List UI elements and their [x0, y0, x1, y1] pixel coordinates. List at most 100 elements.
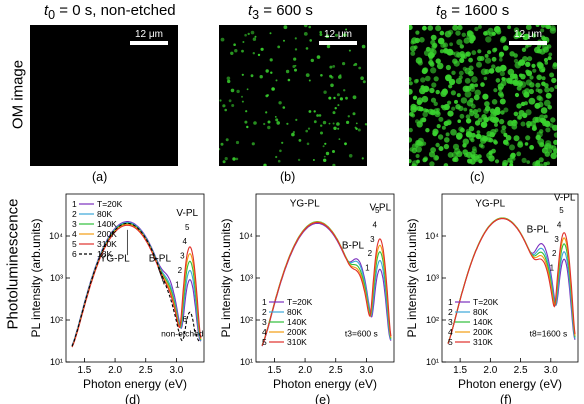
curve-number: 5 [185, 223, 190, 232]
om-dot [507, 158, 512, 163]
om-dot [298, 159, 300, 161]
om-dot [449, 79, 455, 85]
om-dot [281, 142, 283, 144]
annotation: V-PL [176, 208, 198, 219]
om-dot [316, 114, 319, 117]
om-dot [222, 104, 225, 107]
om-dot [221, 38, 225, 42]
x-tick-label: 3.0 [544, 365, 558, 376]
om-dot [422, 68, 428, 74]
om-dot [525, 135, 530, 140]
om-dot [448, 30, 453, 35]
om-dot [420, 77, 425, 82]
om-dot [443, 49, 448, 54]
om-dot [271, 87, 275, 91]
om-dot [339, 138, 341, 140]
om-dot [432, 129, 438, 135]
om-dot [270, 32, 272, 34]
om-dot [474, 113, 479, 118]
om-dot [485, 58, 491, 64]
om-dot [462, 149, 468, 155]
om-dot [422, 26, 427, 31]
y-tick-label: 10³ [426, 273, 439, 283]
om-dot [499, 119, 504, 124]
legend-label: T=20K [287, 297, 313, 307]
om-dot [469, 35, 476, 42]
legend-number: 5 [262, 337, 267, 347]
om-dot [421, 117, 426, 122]
om-dot [415, 38, 420, 43]
om-dot [444, 163, 449, 166]
om-dot [363, 80, 366, 83]
legend-number: 4 [448, 327, 453, 337]
om-dot [524, 88, 530, 94]
legend-label: 140K [287, 317, 307, 327]
annotation: non-etched [161, 329, 204, 339]
om-dot [231, 89, 235, 93]
om-dot [365, 123, 367, 125]
om-dot [490, 117, 495, 122]
om-dot [231, 104, 234, 107]
om-dot [265, 111, 267, 113]
om-dot [344, 142, 347, 145]
om-dot [549, 73, 554, 78]
om-dot [275, 116, 277, 118]
om-dot [362, 45, 366, 49]
om-dot [451, 107, 455, 111]
om-dot [337, 104, 339, 106]
om-dot [268, 121, 271, 124]
legend-number: 5 [72, 239, 77, 249]
om-dot [329, 123, 331, 125]
om-dot [460, 44, 464, 48]
om-image-a: 12 μm [30, 25, 178, 166]
om-dot [247, 88, 249, 90]
om-dot [428, 25, 434, 31]
om-dot [423, 108, 427, 112]
om-dot [295, 119, 297, 121]
om-dot [248, 33, 250, 35]
om-dot [253, 52, 255, 54]
legend-number: 4 [72, 229, 77, 239]
om-dot [306, 73, 310, 77]
om-dot [548, 53, 552, 57]
om-dot [275, 156, 277, 158]
om-dot [429, 88, 434, 93]
om-dot [548, 56, 552, 60]
om-dot [252, 142, 255, 145]
om-dot [495, 66, 501, 72]
legend-label: T=20K [97, 199, 123, 209]
om-dot [505, 142, 509, 146]
om-dot [476, 62, 482, 68]
om-dot [333, 111, 336, 114]
row-label-pl: Photoluminescence [5, 200, 22, 330]
om-dot [293, 58, 296, 61]
legend-label: 80K [473, 307, 488, 317]
om-dot [309, 80, 311, 82]
panel-label: (e) [315, 393, 330, 404]
om-dot [465, 78, 471, 84]
om-dot [353, 112, 356, 115]
om-dot [541, 25, 546, 28]
om-dot [486, 135, 492, 141]
om-dot [410, 51, 415, 56]
om-dot [349, 154, 353, 158]
om-dot [544, 100, 551, 107]
om-dot [425, 76, 431, 82]
om-dot [333, 127, 336, 130]
scale-bar-a: 12 μm [130, 29, 168, 45]
x-tick-label: 1.5 [453, 365, 467, 376]
om-dot [304, 32, 308, 36]
legend-label: 200K [287, 327, 307, 337]
om-dot [536, 75, 542, 81]
om-dot [543, 47, 549, 53]
legend-label: 200K [473, 327, 493, 337]
om-dot [516, 152, 521, 157]
om-dot [470, 151, 475, 156]
om-dot [409, 128, 413, 132]
om-dot [499, 58, 503, 62]
om-dot [532, 69, 536, 73]
om-dot [535, 83, 540, 88]
om-dot [452, 59, 457, 64]
x-tick-label: 2.0 [108, 365, 122, 376]
om-dot [514, 59, 518, 63]
